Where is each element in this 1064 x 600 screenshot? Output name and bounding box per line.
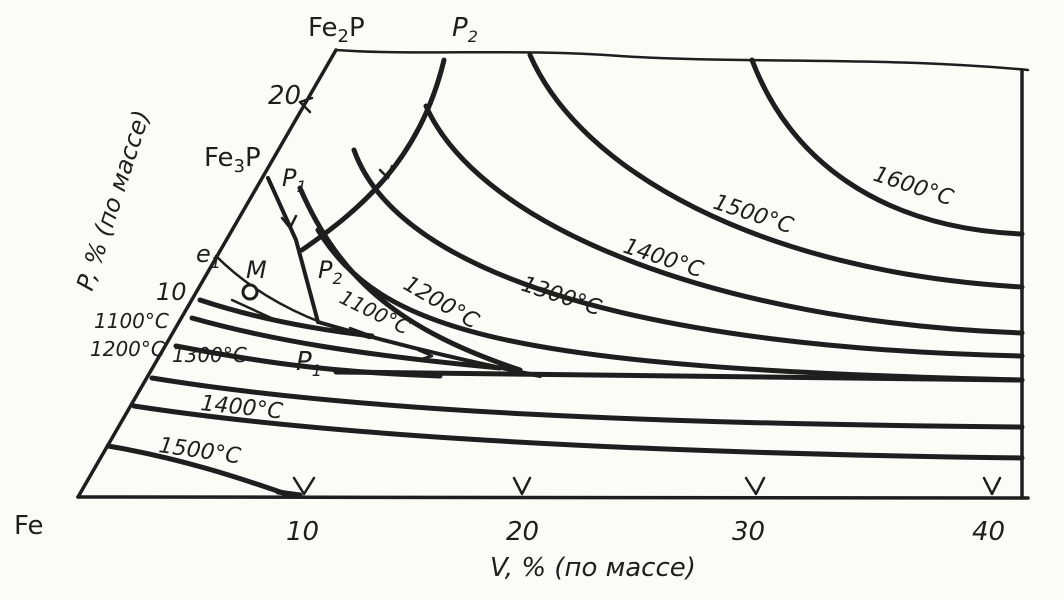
vertex-fe3p-label: Fe3P [204, 143, 261, 177]
valley-arrow-lines [230, 298, 374, 338]
isotherm-1500-low-curve [131, 403, 1025, 461]
x-tick-label-30: 30 [732, 517, 765, 547]
x-tick-40 [982, 476, 1002, 496]
point-p2-top-label: P2 [452, 13, 478, 46]
x-axis-title: V, % (по массе) [490, 553, 696, 583]
triangle-side-fe-fe2p [76, 48, 338, 499]
x-tick-30 [744, 476, 766, 496]
valley-e1-m-line [214, 254, 372, 340]
point-e1-label: e1 [196, 240, 221, 272]
isotherm-1100-curve [297, 185, 523, 373]
isotherm-label-1200-left: 1200°C [90, 337, 165, 361]
corner-fe-label: Fe [14, 511, 44, 541]
valley-arrow-head-3 [280, 214, 298, 230]
x-tick-10 [292, 476, 316, 496]
isotherm-1300-lower-curve [333, 369, 1025, 383]
point-p2-mid-label: P2 [318, 256, 343, 288]
isotherm-1300-curve [351, 147, 1025, 359]
x-tick-20 [512, 476, 532, 496]
isotherm-label-1300: 1300°C [518, 272, 605, 321]
isotherm-label-1100-left: 1100°C [94, 309, 169, 333]
x-tick-label-40: 40 [972, 517, 1005, 547]
isotherm-1400-low-curve [149, 375, 1025, 430]
valley-arrow-head [416, 348, 434, 362]
point-p1-upper-label: P1 [282, 164, 307, 196]
isotherm-label-1400: 1400°C [620, 234, 707, 283]
x-tick-label-10: 10 [286, 517, 319, 547]
x-tick-label-20: 20 [506, 517, 539, 547]
y-tick-20 [298, 96, 314, 114]
point-m-marker [241, 283, 259, 301]
isotherm-1400-curve [423, 103, 1025, 336]
isotherm-1600-curve [749, 57, 1025, 237]
valley-fe3p-p1-line [266, 176, 320, 324]
point-p1-lower-label: P1 [296, 347, 322, 380]
vertex-fe2p-label: Fe2P [308, 13, 365, 47]
y-tick-label-10: 10 [156, 278, 187, 306]
bottom-axis-line [76, 495, 1030, 500]
point-m-label: M [246, 256, 267, 284]
isotherm-label-1300-left: 1300°C [172, 343, 247, 367]
y-tick-label-20: 20 [268, 81, 301, 111]
isotherm-1600-low-curve [105, 443, 289, 497]
isotherm-1500-curve [527, 52, 1025, 290]
isotherm-1200-left-curve [189, 315, 503, 371]
valley-arrow-head-2 [378, 164, 394, 180]
top-boundary-line [334, 48, 1030, 72]
y-axis-title: P, % (по массе) [71, 107, 156, 294]
valley-p2-top-line [299, 57, 447, 253]
isotherm-label-1200: 1200°C [399, 272, 483, 335]
